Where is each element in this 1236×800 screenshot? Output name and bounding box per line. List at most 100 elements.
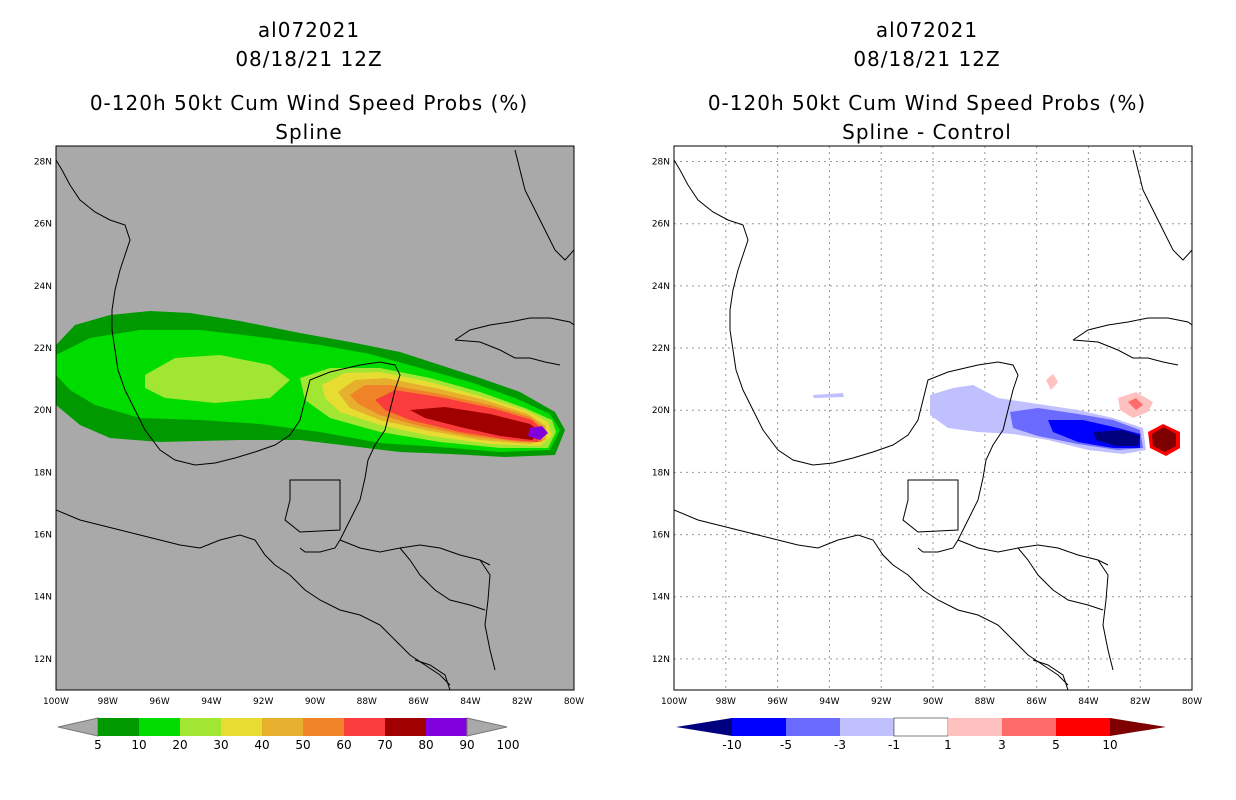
lat-label: 18N (652, 468, 670, 478)
lat-label: 12N (652, 655, 670, 665)
contour-pos10 (1152, 427, 1176, 452)
subtitle: Spline - Control (842, 120, 1012, 144)
lon-label: 88W (357, 697, 377, 707)
coastlines (674, 149, 1192, 690)
difference-contours (813, 374, 1180, 456)
lat-label: 26N (34, 220, 52, 230)
colorbar-label: 30 (213, 738, 228, 752)
lat-label: 28N (34, 158, 52, 168)
lat-label: 16N (652, 531, 670, 541)
lat-label: 28N (652, 158, 670, 168)
colorbar-label: -3 (834, 738, 846, 752)
colorbar: 5 10 20 30 40 50 60 70 80 90 100 (57, 717, 520, 752)
lat-label: 22N (34, 344, 52, 354)
lat-label: 14N (34, 593, 52, 603)
lon-label: 84W (1078, 697, 1098, 707)
contour-pos1-a (1046, 374, 1058, 390)
map-frame (673, 145, 1193, 691)
colorbar-swatch (344, 718, 385, 736)
lon-label: 90W (305, 697, 325, 707)
lat-label: 22N (652, 344, 670, 354)
colorbar-label: -1 (888, 738, 900, 752)
colorbar-label: 1 (944, 738, 952, 752)
contour-neg10 (1093, 430, 1140, 446)
contour-20-west (145, 355, 290, 403)
colorbar-label: -10 (722, 738, 742, 752)
colorbar-swatch (732, 718, 786, 736)
colorbar-swatch (1056, 718, 1110, 736)
colorbar-swatch (180, 718, 221, 736)
lon-label: 98W (716, 697, 736, 707)
lon-label: 80W (564, 697, 584, 707)
right-panel: al072021 08/18/21 12Z 0-120h 50kt Cum Wi… (618, 0, 1236, 800)
lon-label: 98W (98, 697, 118, 707)
colorbar-swatch (948, 718, 1002, 736)
lon-label: 100W (661, 697, 687, 707)
storm-id-title: al072021 (257, 18, 361, 42)
colorbar-label: -5 (780, 738, 792, 752)
contour-pos3 (1128, 398, 1143, 410)
colorbar-label: 5 (94, 738, 102, 752)
probability-contours (56, 311, 565, 457)
lat-label: 18N (34, 468, 52, 478)
lat-axis-labels: 28N 26N 24N 22N 20N 18N 16N 14N 12N (34, 158, 52, 665)
lon-label: 80W (1182, 697, 1202, 707)
lon-label: 94W (201, 697, 221, 707)
datetime-title: 08/18/21 12Z (235, 47, 383, 71)
subtitle: Spline (275, 120, 343, 144)
colorbar-swatch (385, 718, 426, 736)
product-title: 0-120h 50kt Cum Wind Speed Probs (%) (89, 91, 529, 115)
lon-label: 100W (43, 697, 69, 707)
contour-neg1-small (813, 393, 844, 398)
probability-map: 28N 26N 24N 22N 20N 18N 16N 14N 12N 100W 98W 96W 94… (34, 145, 584, 752)
contour-90 (528, 426, 548, 440)
difference-map: 28N 26N 24N 22N 20N 18N 16N 14N 12N 100W 98W 96W 94… (652, 145, 1202, 752)
colorbar-low-arrow (57, 717, 99, 737)
colorbar-high-arrow (466, 717, 508, 737)
colorbar-swatch (840, 718, 894, 736)
colorbar-swatch (98, 718, 139, 736)
lat-label: 16N (34, 531, 52, 541)
colorbar-label: 70 (377, 738, 392, 752)
lon-label: 86W (1026, 697, 1046, 707)
colorbar-swatch (303, 718, 344, 736)
lat-label: 12N (34, 655, 52, 665)
lon-label: 96W (149, 697, 169, 707)
colorbar-label: 40 (254, 738, 269, 752)
lon-label: 92W (871, 697, 891, 707)
lon-label: 86W (408, 697, 428, 707)
lat-label: 24N (34, 282, 52, 292)
product-title: 0-120h 50kt Cum Wind Speed Probs (%) (707, 91, 1147, 115)
colorbar-label: 80 (418, 738, 433, 752)
colorbar-label: 10 (131, 738, 146, 752)
lon-label: 92W (253, 697, 273, 707)
colorbar-label: 3 (998, 738, 1006, 752)
colorbar-low-arrow (676, 718, 732, 736)
left-panel: al072021 08/18/21 12Z 0-120h 50kt Cum Wi… (34, 18, 584, 752)
storm-id-title: al072021 (875, 18, 979, 42)
lon-label: 88W (975, 697, 995, 707)
colorbar-swatch (221, 718, 262, 736)
colorbar-swatch (426, 718, 467, 736)
colorbar-label: 90 (459, 738, 474, 752)
datetime-title: 08/18/21 12Z (853, 47, 1001, 71)
contour-80 (410, 407, 540, 440)
colorbar-swatch (262, 718, 303, 736)
colorbar-swatch (139, 718, 180, 736)
lat-label: 20N (34, 406, 52, 416)
coastlines (56, 149, 574, 690)
map-frame (55, 145, 575, 691)
colorbar-label: 100 (497, 738, 520, 752)
lat-label: 24N (652, 282, 670, 292)
lon-axis-labels: 100W 98W 96W 94W 92W 90W 88W 86W 84W 82W 80W (43, 697, 584, 707)
colorbar-swatch (893, 717, 949, 737)
colorbar-high-arrow (1110, 718, 1166, 736)
colorbar: -10 -5 -3 -1 1 3 5 10 (676, 717, 1166, 752)
lat-axis-labels: 28N 26N 24N 22N 20N 18N 16N 14N 12N (652, 158, 670, 665)
lon-label: 84W (460, 697, 480, 707)
lon-label: 90W (923, 697, 943, 707)
lat-label: 20N (652, 406, 670, 416)
lat-label: 14N (652, 593, 670, 603)
colorbar-swatch (1002, 718, 1056, 736)
lon-label: 96W (767, 697, 787, 707)
